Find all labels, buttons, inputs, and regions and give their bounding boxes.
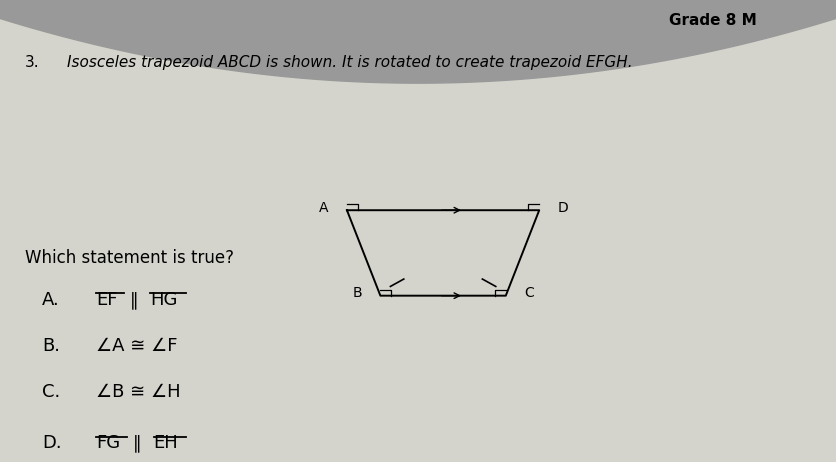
Text: ∠B ≅ ∠H: ∠B ≅ ∠H xyxy=(96,383,181,401)
Text: ∠A ≅ ∠F: ∠A ≅ ∠F xyxy=(96,337,177,355)
Text: EH: EH xyxy=(154,434,178,452)
Text: Isosceles trapezoid ABCD is shown. It is rotated to create trapezoid EFGH.: Isosceles trapezoid ABCD is shown. It is… xyxy=(67,55,633,70)
Text: ∥: ∥ xyxy=(124,291,145,309)
Text: B: B xyxy=(352,286,362,300)
Text: FG: FG xyxy=(96,434,120,452)
Text: D: D xyxy=(558,201,568,215)
Text: EF: EF xyxy=(96,291,118,309)
Text: Which statement is true?: Which statement is true? xyxy=(25,249,234,267)
Text: HG: HG xyxy=(150,291,178,309)
Text: D.: D. xyxy=(42,434,61,452)
Text: A.: A. xyxy=(42,291,59,309)
Text: 3.: 3. xyxy=(25,55,39,70)
Text: ∥: ∥ xyxy=(127,434,148,452)
Polygon shape xyxy=(0,0,836,83)
Text: C.: C. xyxy=(42,383,60,401)
Text: C: C xyxy=(524,286,534,300)
Text: Grade 8 M: Grade 8 M xyxy=(669,13,757,28)
Text: B.: B. xyxy=(42,337,60,355)
Text: A: A xyxy=(319,201,329,215)
